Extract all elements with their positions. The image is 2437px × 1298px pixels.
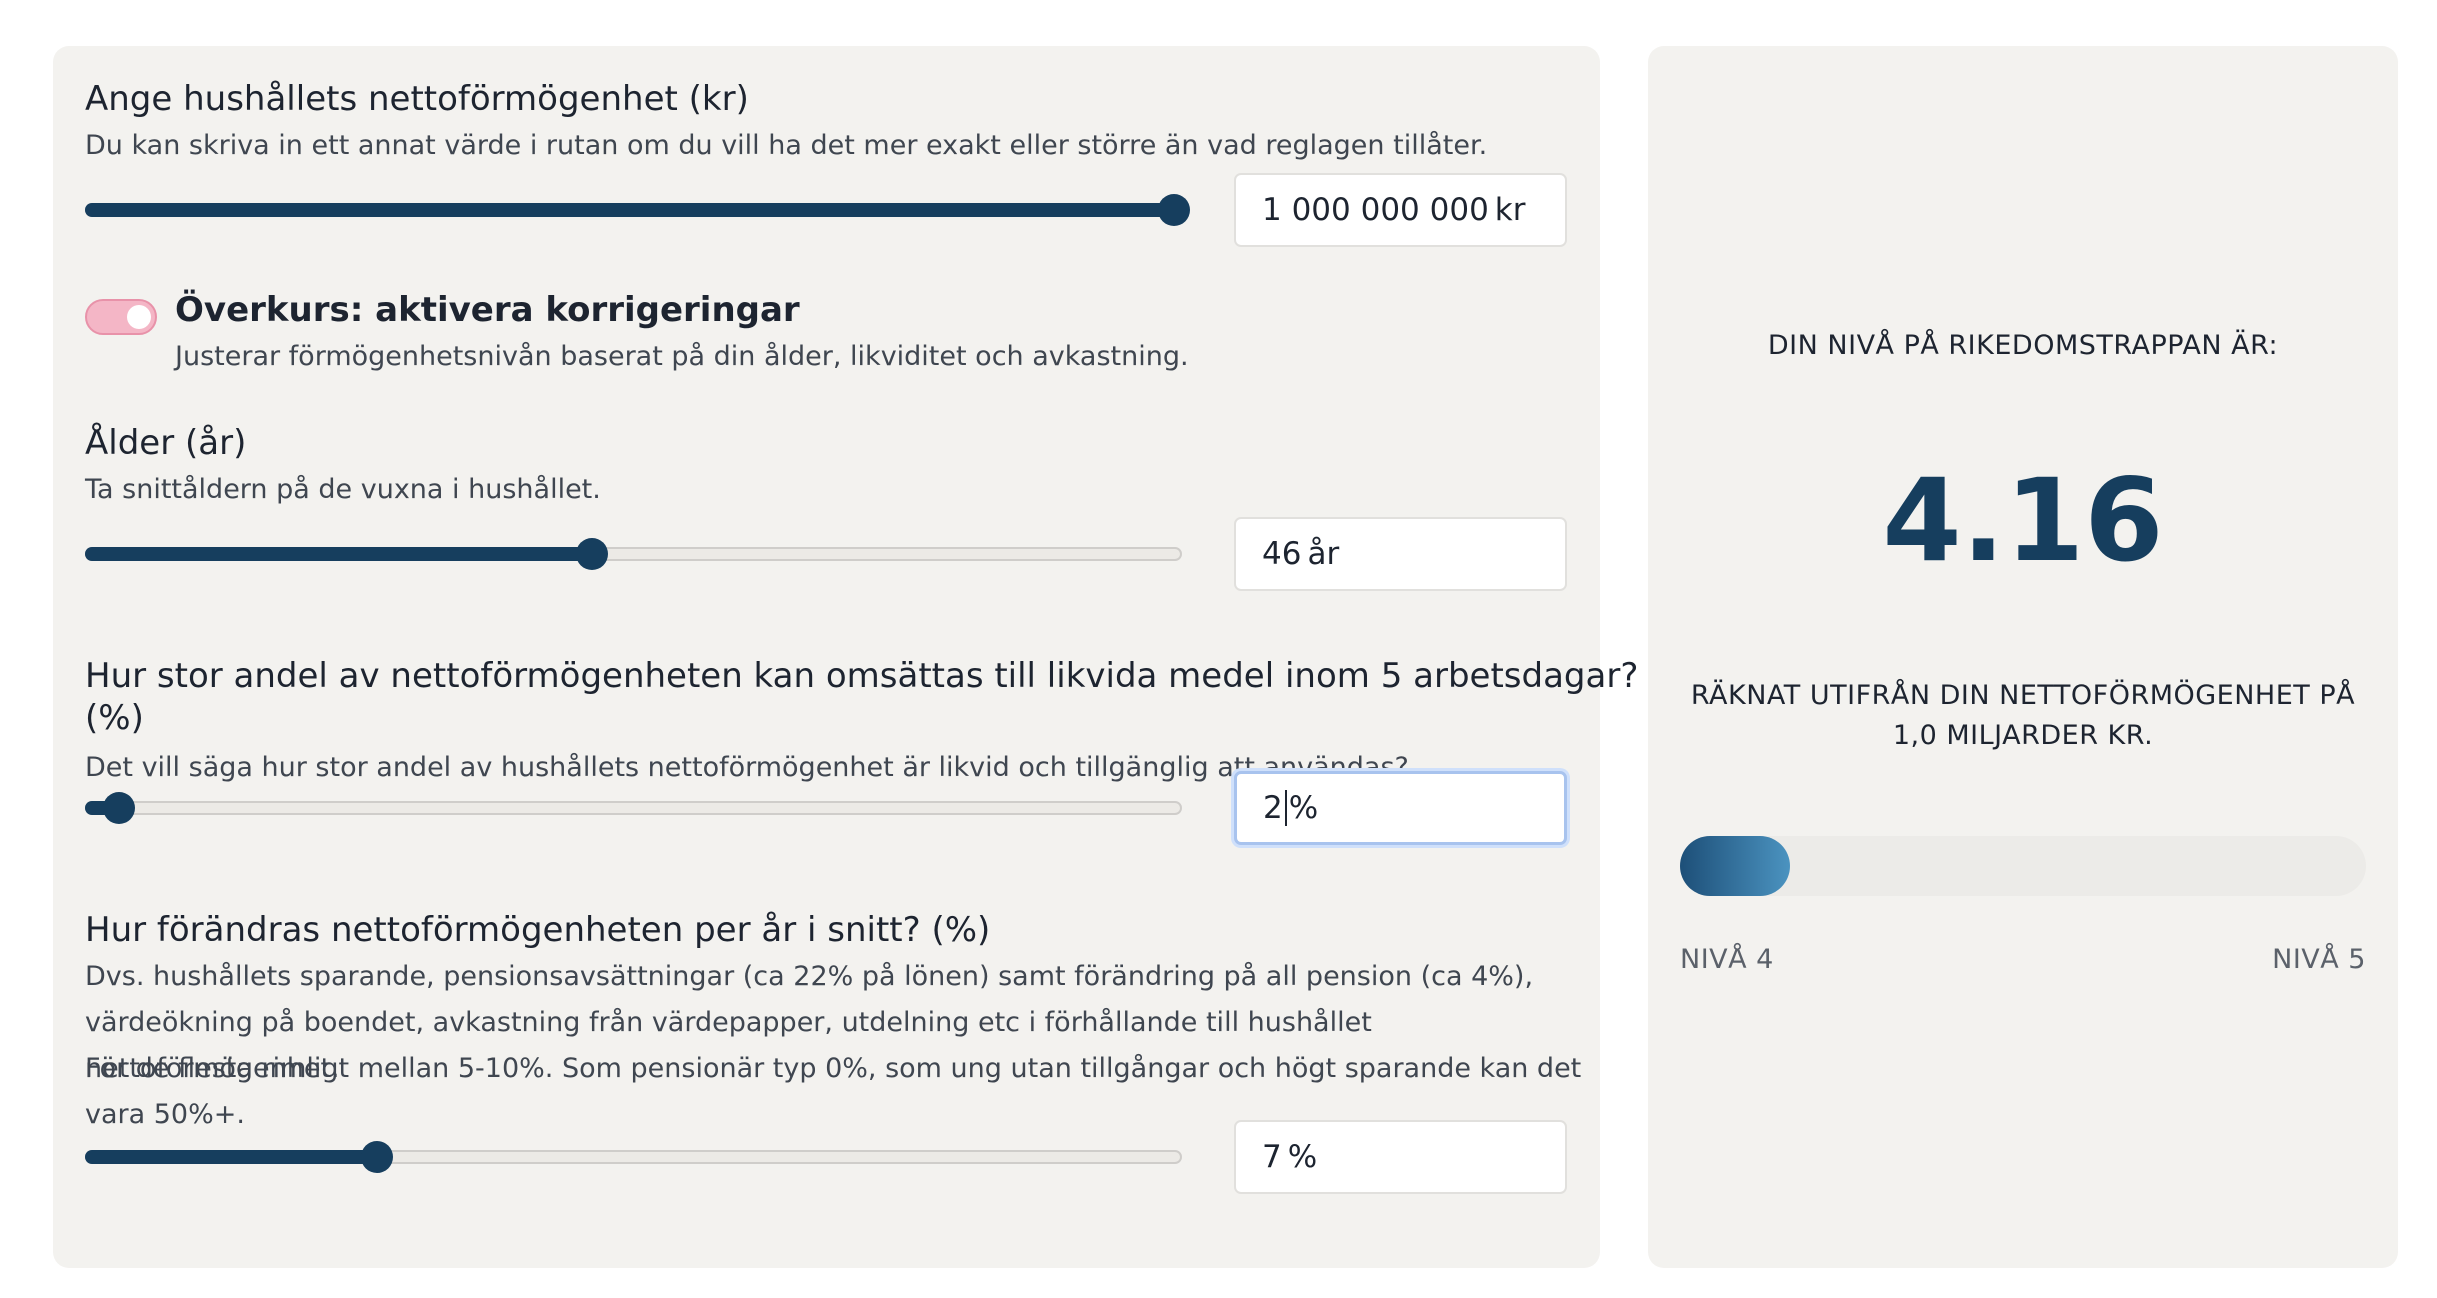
growth-description-line-1: Dvs. hushållets sparande, pensionsavsätt… bbox=[85, 961, 1534, 992]
liquidity-value: 2 bbox=[1263, 790, 1283, 826]
liquidity-description: Det vill säga hur stor andel av hushålle… bbox=[85, 752, 1409, 783]
age-slider[interactable] bbox=[85, 538, 1182, 570]
growth-heading: Hur förändras nettoförmögenheten per år … bbox=[85, 910, 991, 950]
age-slider-thumb[interactable] bbox=[576, 538, 609, 570]
growth-description-line-3: För de flesta rimligt mellan 5-10%. Som … bbox=[85, 1053, 1582, 1084]
corrections-toggle-knob bbox=[127, 305, 151, 329]
growth-input[interactable]: 7 % bbox=[1234, 1120, 1567, 1194]
net-worth-slider-fill bbox=[85, 203, 1174, 217]
level-progress-bar bbox=[1680, 836, 2366, 896]
wealth-level-value: 4.16 bbox=[1882, 454, 2164, 587]
growth-slider-fill bbox=[85, 1150, 378, 1164]
net-worth-unit: kr bbox=[1494, 192, 1526, 228]
result-panel: DIN NIVÅ PÅ RIKEDOMSTRAPPAN ÄR: 4.16 RÄK… bbox=[1648, 46, 2398, 1268]
net-worth-description: Du kan skriva in ett annat värde i rutan… bbox=[85, 130, 1488, 161]
growth-description-line-4: vara 50%+. bbox=[85, 1099, 245, 1130]
age-slider-fill bbox=[85, 547, 593, 561]
level-progress-fill bbox=[1680, 836, 1790, 896]
level-min-label: NIVÅ 4 bbox=[1680, 944, 1774, 975]
growth-slider[interactable] bbox=[85, 1141, 1182, 1173]
age-value: 46 bbox=[1262, 536, 1302, 572]
level-max-label: NIVÅ 5 bbox=[2272, 944, 2366, 975]
growth-unit: % bbox=[1287, 1139, 1318, 1175]
result-basis-line-2: 1,0 MILJARDER KR. bbox=[1892, 720, 2154, 751]
result-caption: DIN NIVÅ PÅ RIKEDOMSTRAPPAN ÄR: bbox=[1767, 330, 2279, 361]
age-input[interactable]: 46 år bbox=[1234, 517, 1567, 591]
net-worth-heading: Ange hushållets nettoförmögenhet (kr) bbox=[85, 79, 749, 119]
growth-slider-thumb[interactable] bbox=[361, 1141, 394, 1173]
net-worth-value: 1 000 000 000 bbox=[1262, 192, 1489, 228]
corrections-heading: Överkurs: aktivera korrigeringar bbox=[175, 290, 800, 330]
result-basis-line-1: RÄKNAT UTIFRÅN DIN NETTOFÖRMÖGENHET PÅ bbox=[1690, 680, 2356, 711]
net-worth-input[interactable]: 1 000 000 000 kr bbox=[1234, 173, 1567, 247]
liquidity-input[interactable]: 2 % bbox=[1234, 771, 1567, 845]
liquidity-slider[interactable] bbox=[85, 792, 1182, 824]
net-worth-slider[interactable] bbox=[85, 194, 1190, 226]
corrections-description: Justerar förmögenhetsnivån baserat på di… bbox=[175, 341, 1189, 372]
age-heading: Ålder (år) bbox=[85, 423, 247, 463]
calculator-form-panel: Ange hushållets nettoförmögenhet (kr) Du… bbox=[53, 46, 1638, 1268]
text-caret bbox=[1284, 790, 1287, 826]
liquidity-slider-thumb[interactable] bbox=[102, 792, 135, 824]
age-unit: år bbox=[1307, 536, 1340, 572]
net-worth-slider-thumb[interactable] bbox=[1158, 194, 1190, 226]
growth-value: 7 bbox=[1262, 1139, 1282, 1175]
age-description: Ta snittåldern på de vuxna i hushållet. bbox=[85, 474, 601, 505]
growth-description-line-2: värdeökning på boendet, avkastning från … bbox=[85, 1007, 1372, 1084]
corrections-toggle[interactable] bbox=[85, 299, 157, 335]
liquidity-heading: Hur stor andel av nettoförmögenheten kan… bbox=[85, 656, 1639, 696]
liquidity-heading-unit: (%) bbox=[85, 698, 144, 738]
liquidity-unit: % bbox=[1288, 790, 1319, 826]
